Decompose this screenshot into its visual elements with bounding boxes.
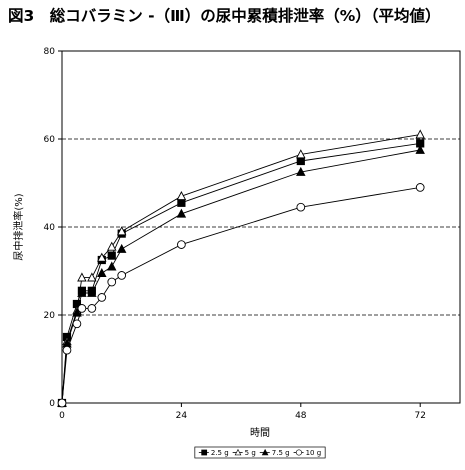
data-point (296, 149, 306, 159)
data-point (107, 251, 116, 260)
y-tick-label: 0 (49, 399, 55, 409)
series-0 (57, 139, 425, 408)
legend-marker (261, 448, 269, 456)
data-point (107, 241, 117, 251)
legend-label: 5 g (245, 449, 256, 457)
legend-label: 7.5 g (272, 449, 290, 457)
data-point (77, 304, 87, 313)
data-point (97, 293, 107, 302)
x-axis-label: 時間 (250, 427, 270, 439)
y-tick-label: 80 (44, 47, 56, 57)
data-point (296, 166, 306, 176)
y-tick-label: 60 (44, 135, 56, 145)
axis-ticks: 0 20 40 60 80 0 24 48 72 (44, 47, 426, 421)
data-point (415, 183, 425, 192)
data-point (72, 319, 82, 329)
data-point (107, 277, 117, 287)
x-tick-label: 24 (176, 411, 188, 421)
legend-marker (234, 448, 242, 456)
figure-title: 図3 総コバラミン -（Ⅲ）の尿中累積排泄率（%）（平均値） (8, 7, 441, 25)
data-point (87, 287, 97, 297)
data-point (177, 240, 186, 249)
legend-marker (295, 449, 302, 456)
series-2 (57, 144, 425, 407)
data-point (77, 272, 87, 282)
data-point (107, 261, 117, 271)
series-line (61, 149, 421, 404)
legend-marker (201, 449, 208, 456)
data-point (116, 243, 127, 253)
x-tick-label: 48 (295, 411, 307, 421)
data-point (97, 252, 107, 262)
series-line (61, 142, 421, 404)
data-point (117, 271, 127, 280)
x-tick-label: 72 (414, 411, 425, 421)
data-point (415, 144, 425, 154)
data-point (77, 287, 87, 297)
series-line (61, 134, 421, 404)
data-point (176, 208, 187, 218)
x-tick-label: 0 (59, 411, 65, 421)
data-point (176, 191, 187, 201)
data-point (177, 198, 186, 207)
series-3 (57, 183, 425, 408)
data-point (296, 156, 305, 166)
y-tick-label: 20 (44, 311, 56, 321)
data-point (296, 202, 306, 212)
data-point (87, 304, 97, 313)
legend-label: 10 g (306, 449, 322, 457)
legend: 2.5 g 5 g 7.5 g 10 g (194, 446, 326, 459)
data-point (72, 307, 82, 317)
y-axis-label: 尿中排泄率(%) (12, 193, 25, 260)
y-tick-label: 40 (44, 223, 56, 233)
data-point (415, 129, 425, 139)
data-point (97, 268, 107, 278)
data-point (116, 226, 127, 236)
data-point (87, 272, 97, 282)
data-point (62, 345, 72, 355)
legend-label: 2.5 g (211, 449, 229, 457)
data-series (57, 129, 425, 408)
data-point (57, 398, 67, 408)
series-line (61, 186, 421, 404)
